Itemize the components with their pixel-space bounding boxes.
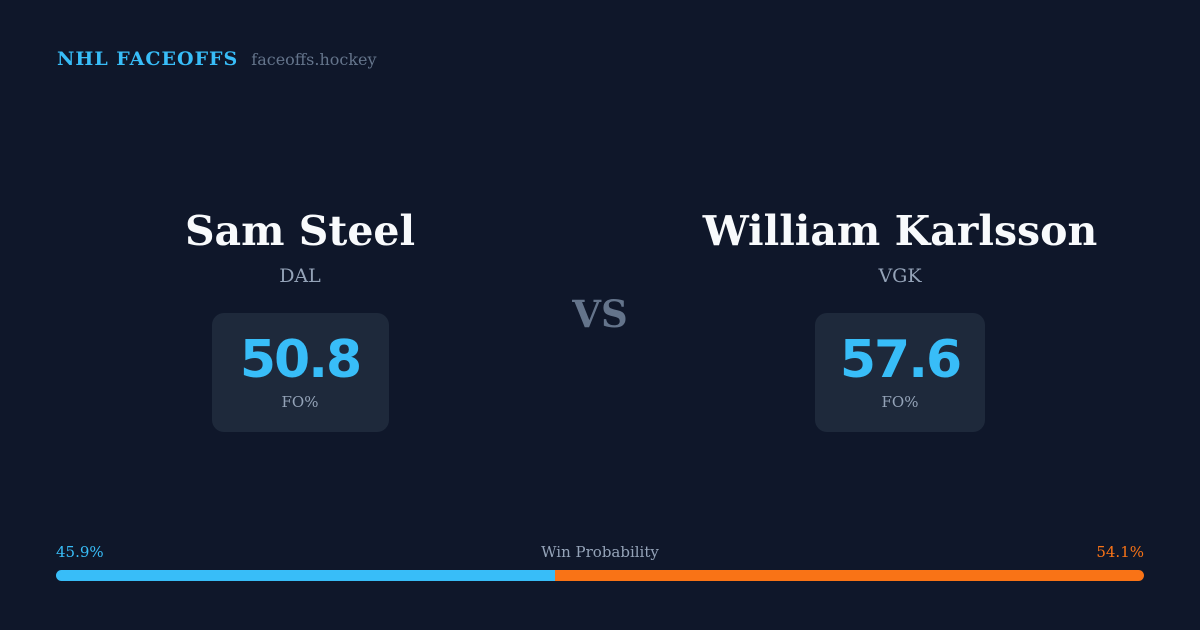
player-right: William Karlsson VGK 57.6 FO%	[640, 208, 1160, 432]
player-left-stat-value: 50.8	[239, 330, 362, 390]
player-left-stat-card: 50.8 FO%	[211, 313, 389, 432]
win-probability-left-fill	[56, 570, 556, 581]
brand-name: NHL FACEOFFS	[57, 48, 239, 70]
win-probability-right-fill	[555, 570, 1144, 581]
player-left-team: DAL	[279, 265, 321, 287]
player-right-stat-label: FO%	[881, 393, 919, 411]
win-probability-left-label: 45.9%	[56, 543, 104, 561]
player-left-stat-label: FO%	[281, 393, 319, 411]
player-right-stat-value: 57.6	[839, 330, 962, 390]
player-right-team: VGK	[878, 265, 922, 287]
player-left-name: Sam Steel	[184, 207, 416, 255]
player-left: Sam Steel DAL 50.8 FO%	[40, 208, 560, 432]
win-probability-right-label: 54.1%	[1096, 543, 1144, 561]
brand-header: NHL FACEOFFS faceoffs.hockey	[57, 48, 377, 70]
player-right-name: William Karlsson	[702, 207, 1098, 255]
win-probability-labels: 45.9% Win Probability 54.1%	[56, 543, 1144, 563]
player-right-stat-card: 57.6 FO%	[815, 313, 985, 432]
brand-site: faceoffs.hockey	[251, 50, 377, 69]
win-probability-bar	[56, 570, 1144, 581]
win-probability-title: Win Probability	[541, 543, 659, 561]
vs-label: VS	[572, 292, 628, 336]
